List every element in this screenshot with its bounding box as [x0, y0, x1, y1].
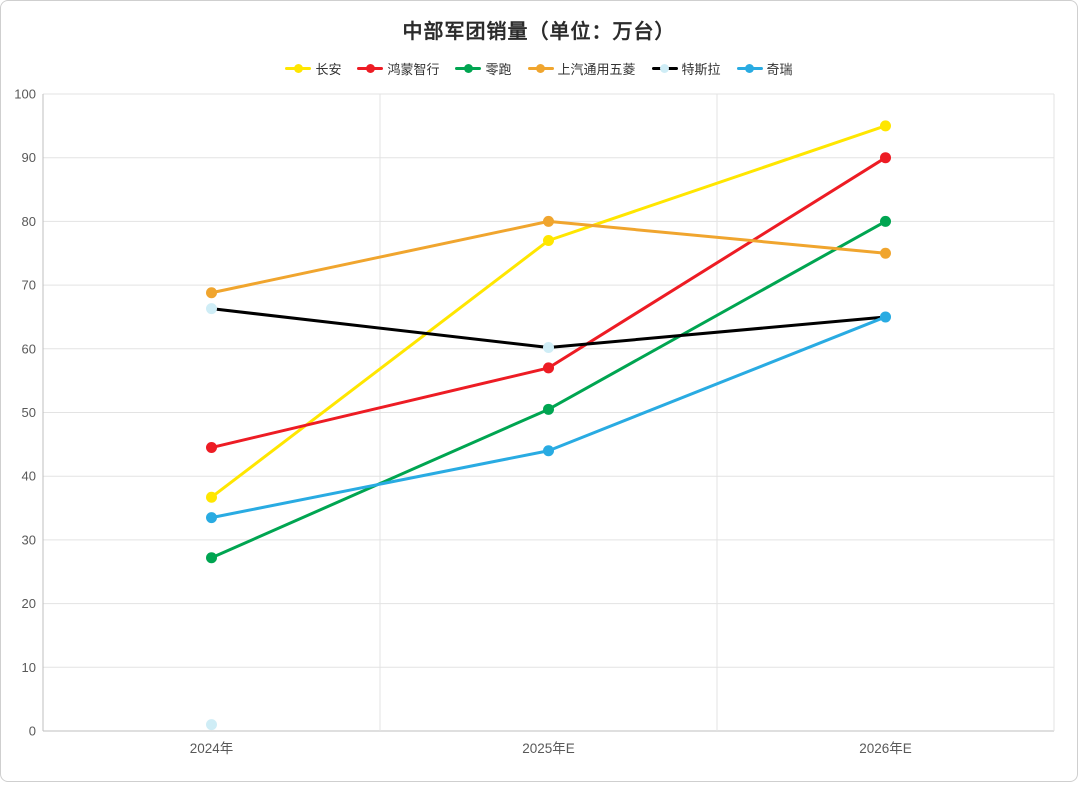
- legend-label: 特斯拉: [681, 62, 721, 77]
- legend-swatch-icon: [357, 64, 384, 74]
- y-axis-tick-label: 100: [14, 87, 36, 102]
- legend-swatch-icon: [651, 64, 678, 74]
- legend-marker-dot-icon: [660, 64, 670, 73]
- series-marker: [206, 303, 217, 315]
- y-axis-tick-label: 70: [22, 278, 36, 293]
- y-axis-tick-label: 90: [22, 150, 36, 165]
- legend-label: 长安: [315, 62, 342, 77]
- chart-legend: 长安 鸿蒙智行 零跑 上汽通用五菱 特斯拉 奇瑞: [1, 59, 1077, 78]
- legend-swatch-icon: [736, 64, 763, 74]
- legend-label: 奇瑞: [766, 62, 793, 77]
- series-line: [210, 219, 887, 295]
- series-marker: [880, 120, 891, 132]
- legend-marker-dot-icon: [365, 64, 375, 73]
- y-axis-tick-label: 60: [22, 341, 36, 356]
- legend-swatch-icon: [285, 64, 312, 74]
- series-marker: [543, 215, 554, 227]
- legend-marker-dot-icon: [745, 64, 755, 73]
- y-axis-tick-label: 50: [22, 405, 36, 420]
- legend-marker-dot-icon: [536, 64, 545, 73]
- series-marker: [543, 403, 554, 415]
- x-axis-tick-label: 2026年E: [859, 741, 912, 756]
- legend-marker-dot-icon: [463, 64, 473, 73]
- legend-swatch-icon: [527, 64, 554, 74]
- x-axis-tick-label: 2025年E: [522, 741, 575, 756]
- series-marker: [543, 362, 554, 374]
- legend-label: 零跑: [485, 62, 512, 77]
- x-axis-tick-label: 2024年: [190, 741, 234, 756]
- legend-item: 奇瑞: [736, 59, 793, 78]
- series-marker: [206, 442, 217, 454]
- y-axis-tick-label: 0: [29, 724, 36, 739]
- y-axis-tick-label: 80: [22, 214, 36, 229]
- series-line: [210, 307, 887, 350]
- legend-item: 鸿蒙智行: [357, 59, 439, 78]
- series-marker: [880, 215, 891, 227]
- legend-marker-dot-icon: [293, 64, 303, 73]
- series-marker: [206, 287, 217, 299]
- stray-point-marker: [206, 719, 217, 731]
- series-marker: [880, 247, 891, 259]
- series-marker: [880, 152, 891, 164]
- y-axis-tick-label: 40: [22, 469, 36, 484]
- legend-item: 特斯拉: [651, 59, 721, 78]
- chart-title: 中部军团销量（单位：万台）: [402, 21, 676, 43]
- y-axis-tick-label: 20: [22, 596, 36, 611]
- legend-label: 上汽通用五菱: [557, 62, 636, 77]
- series-marker: [543, 342, 554, 354]
- series-marker: [206, 512, 217, 524]
- series-marker: [206, 491, 217, 503]
- series-marker: [206, 552, 217, 564]
- y-axis-tick-label: 30: [22, 532, 36, 547]
- legend-item: 长安: [285, 59, 341, 78]
- legend-item: 零跑: [455, 59, 512, 78]
- series-marker: [543, 235, 554, 247]
- legend-label: 鸿蒙智行: [387, 62, 440, 77]
- series-marker: [880, 311, 891, 323]
- y-axis-tick-label: 10: [22, 660, 36, 675]
- series-marker: [543, 445, 554, 457]
- legend-item: 上汽通用五菱: [527, 59, 636, 78]
- legend-swatch-icon: [455, 64, 482, 74]
- series-line: [210, 124, 887, 499]
